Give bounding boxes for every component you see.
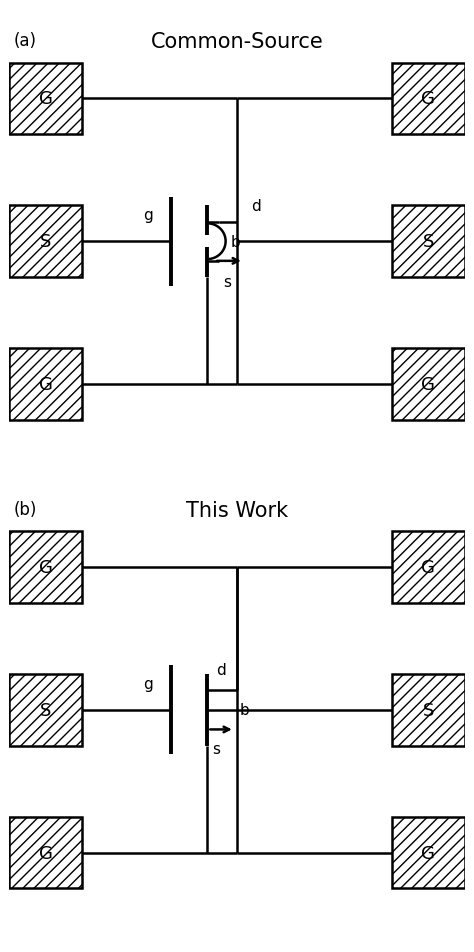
Bar	[9, 674, 82, 745]
Text: g: g	[143, 676, 153, 691]
Bar	[9, 207, 82, 278]
Text: This Work: This Work	[186, 501, 288, 521]
Bar	[9, 349, 82, 420]
Bar	[392, 207, 465, 278]
Text: g: g	[143, 208, 153, 223]
Text: s: s	[212, 741, 220, 756]
Bar	[9, 817, 82, 888]
Text: G: G	[39, 376, 53, 393]
Bar	[392, 64, 465, 135]
Bar	[9, 64, 82, 135]
Bar	[392, 817, 465, 888]
Text: Common-Source: Common-Source	[151, 32, 323, 52]
Bar	[392, 532, 465, 603]
Text: G: G	[421, 90, 435, 109]
Text: (b): (b)	[14, 501, 37, 519]
Text: G: G	[39, 843, 53, 862]
Bar	[392, 674, 465, 745]
Text: G: G	[39, 90, 53, 109]
Bar	[9, 674, 82, 745]
Text: S: S	[40, 233, 52, 251]
Text: (a): (a)	[14, 32, 37, 50]
Text: d: d	[251, 199, 260, 214]
Text: S: S	[40, 701, 52, 719]
Bar	[9, 817, 82, 888]
Text: d: d	[217, 662, 226, 677]
Bar	[392, 674, 465, 745]
Text: b: b	[239, 703, 249, 718]
Bar	[9, 207, 82, 278]
Text: G: G	[421, 843, 435, 862]
Text: G: G	[421, 559, 435, 576]
Bar	[392, 349, 465, 420]
Bar	[392, 64, 465, 135]
Text: G: G	[421, 376, 435, 393]
Text: b: b	[230, 234, 240, 249]
Bar	[392, 532, 465, 603]
Bar	[9, 532, 82, 603]
Text: G: G	[39, 559, 53, 576]
Bar	[392, 207, 465, 278]
Text: s: s	[223, 275, 231, 290]
Bar	[392, 817, 465, 888]
Text: S: S	[422, 233, 434, 251]
Bar	[9, 349, 82, 420]
Bar	[9, 532, 82, 603]
Bar	[9, 64, 82, 135]
Bar	[392, 349, 465, 420]
Text: S: S	[422, 701, 434, 719]
